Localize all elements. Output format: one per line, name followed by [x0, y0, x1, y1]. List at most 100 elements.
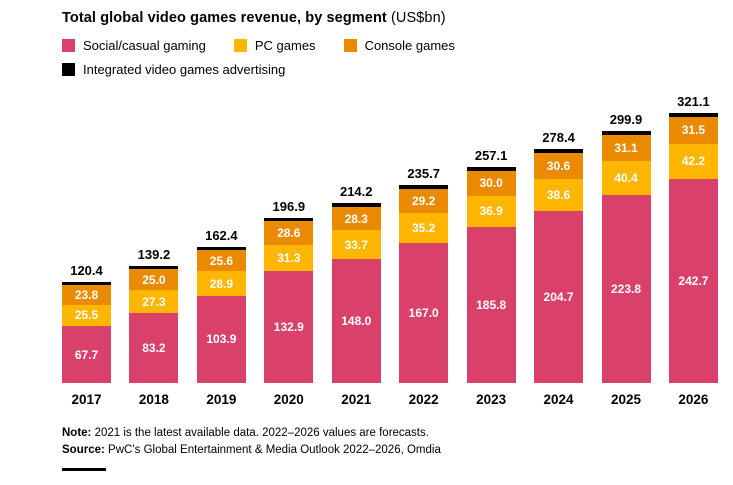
legend-item-pc-games: PC games — [233, 38, 316, 53]
source-text: PwC’s Global Entertainment & Media Outlo… — [104, 444, 441, 457]
segment-console-games: 25.6 — [196, 249, 246, 272]
legend-swatch — [62, 39, 75, 52]
stacked-bar: 28.3 33.7 148.0 — [331, 203, 381, 383]
stacked-bar: 29.2 35.2 167.0 — [399, 185, 449, 383]
segment-pc-games: 27.3 — [129, 290, 179, 314]
bar-total-label: 214.2 — [339, 184, 373, 200]
bar-plot: 214.2 28.3 33.7 148.0 — [331, 91, 381, 383]
x-axis-label: 2021 — [341, 392, 372, 407]
legend-item-console-games: Console games — [343, 38, 455, 53]
legend-row: Social/casual gaming PC games Console game… — [62, 38, 715, 53]
segment-social-casual-gaming: 242.7 — [668, 179, 718, 383]
segment-console-games: 30.0 — [466, 170, 516, 196]
segment-pc-games: 40.4 — [601, 161, 651, 195]
segment-console-games: 28.6 — [264, 221, 314, 246]
bar-column-2026: 321.1 31.5 42.2 242.7 2026 — [668, 91, 718, 407]
segment-console-games: 23.8 — [62, 284, 111, 305]
bar-total-label: 257.1 — [474, 148, 508, 164]
segment-console-games: 30.6 — [534, 153, 584, 179]
bar-column-2024: 278.4 30.6 38.6 204.7 2024 — [534, 91, 584, 407]
segment-social-casual-gaming: 167.0 — [399, 242, 449, 383]
footer-rule — [62, 467, 106, 471]
source-line: Source: PwC’s Global Entertainment & Med… — [62, 442, 715, 459]
segment-integrated-video-games-advertising — [264, 217, 314, 222]
chart-title: Total global video games revenue, by seg… — [62, 10, 715, 26]
bar-plot: 278.4 30.6 38.6 204.7 — [534, 91, 584, 383]
stacked-bar: 25.6 28.9 103.9 — [196, 246, 246, 383]
segment-social-casual-gaming: 132.9 — [264, 271, 314, 383]
segment-social-casual-gaming: 148.0 — [331, 258, 381, 383]
x-axis-label: 2018 — [138, 392, 169, 407]
legend-label: Social/casual gaming — [83, 38, 206, 53]
source-label: Source: — [62, 444, 105, 457]
stacked-bar: 25.0 27.3 83.2 — [129, 266, 179, 383]
stacked-bar: 30.6 38.6 204.7 — [534, 149, 584, 383]
segment-social-casual-gaming: 83.2 — [129, 313, 179, 383]
chart-title-text: Total global video games revenue, by seg… — [62, 10, 387, 26]
x-axis-label: 2020 — [273, 392, 304, 407]
segment-console-games: 31.1 — [601, 135, 651, 162]
bar-plot: 299.9 31.1 40.4 223.8 — [601, 91, 651, 383]
bar-total-label: 299.9 — [609, 112, 643, 128]
x-axis-label: 2019 — [206, 392, 237, 407]
bar-total-label: 278.4 — [542, 130, 575, 146]
bar-column-2023: 257.1 30.0 36.9 185.8 2023 — [466, 91, 516, 407]
bar-plot: 257.1 30.0 36.9 185.8 — [466, 91, 516, 383]
x-axis-label: 2024 — [543, 392, 574, 407]
legend-label: Console games — [364, 38, 455, 53]
segment-integrated-video-games-advertising — [196, 246, 246, 250]
bar-total-label: 321.1 — [677, 94, 710, 110]
legend-swatch — [233, 39, 247, 52]
legend-label: PC games — [254, 38, 316, 53]
legend-swatch — [62, 63, 75, 76]
x-axis-label: 2026 — [678, 392, 709, 407]
legend: Social/casual gaming PC games Console game… — [62, 38, 715, 77]
note-text: 2021 is the latest available data. 2022–… — [91, 427, 429, 439]
x-axis-label: 2025 — [610, 392, 642, 407]
bar-total-label: 196.9 — [272, 198, 306, 214]
segment-integrated-video-games-advertising — [331, 203, 381, 207]
segment-social-casual-gaming: 204.7 — [534, 211, 584, 383]
segment-integrated-video-games-advertising — [534, 149, 584, 154]
segment-pc-games: 25.5 — [62, 304, 111, 327]
x-axis-label: 2023 — [476, 392, 507, 407]
segment-integrated-video-games-advertising — [466, 167, 516, 171]
segment-integrated-video-games-advertising — [62, 281, 111, 285]
segment-integrated-video-games-advertising — [601, 131, 651, 136]
bar-plot: 196.9 28.6 31.3 132.9 — [264, 91, 314, 383]
segment-console-games: 25.0 — [129, 269, 179, 291]
footer: Note: 2021 is the latest available data.… — [62, 425, 715, 471]
bar-plot: 139.2 25.0 27.3 83.2 — [129, 91, 179, 383]
stacked-bar: 28.6 31.3 132.9 — [264, 217, 314, 383]
chart-page: Total global video games revenue, by seg… — [62, 10, 718, 471]
segment-pc-games: 28.9 — [196, 271, 246, 296]
bar-column-2019: 162.4 25.6 28.9 103.9 2019 — [196, 91, 246, 407]
bar-column-2020: 196.9 28.6 31.3 132.9 2020 — [264, 91, 314, 407]
segment-social-casual-gaming: 185.8 — [466, 226, 516, 383]
segment-social-casual-gaming: 223.8 — [601, 195, 651, 383]
segment-pc-games: 36.9 — [466, 195, 516, 227]
bar-total-label: 120.4 — [70, 262, 103, 278]
bar-total-label: 139.2 — [137, 247, 171, 263]
stacked-bar: 31.5 42.2 242.7 — [668, 113, 718, 383]
segment-pc-games: 38.6 — [534, 178, 584, 212]
stacked-bar-chart: 120.4 23.8 25.5 67.7 2017 139.2 25.0 27.3 83.2 20… — [62, 91, 718, 407]
segment-social-casual-gaming: 103.9 — [196, 295, 246, 383]
legend-row: Integrated video games advertising — [62, 62, 715, 77]
chart-title-unit: (US$bn) — [386, 10, 446, 26]
segment-pc-games: 35.2 — [399, 213, 449, 243]
segment-console-games: 28.3 — [331, 206, 381, 231]
stacked-bar: 31.1 40.4 223.8 — [601, 131, 651, 383]
segment-integrated-video-games-advertising — [129, 266, 179, 270]
x-axis-label: 2022 — [408, 392, 439, 407]
legend-item-integrated-video-games-advertising: Integrated video games advertising — [62, 62, 285, 77]
stacked-bar: 30.0 36.9 185.8 — [466, 167, 516, 383]
x-axis-label: 2017 — [71, 392, 102, 407]
bar-total-label: 235.7 — [407, 166, 440, 182]
segment-integrated-video-games-advertising — [399, 185, 449, 189]
legend-swatch — [343, 39, 357, 52]
segment-integrated-video-games-advertising — [668, 113, 718, 118]
segment-console-games: 31.5 — [668, 117, 718, 144]
bar-plot: 321.1 31.5 42.2 242.7 — [668, 91, 718, 383]
bar-column-2022: 235.7 29.2 35.2 167.0 2022 — [399, 91, 449, 407]
